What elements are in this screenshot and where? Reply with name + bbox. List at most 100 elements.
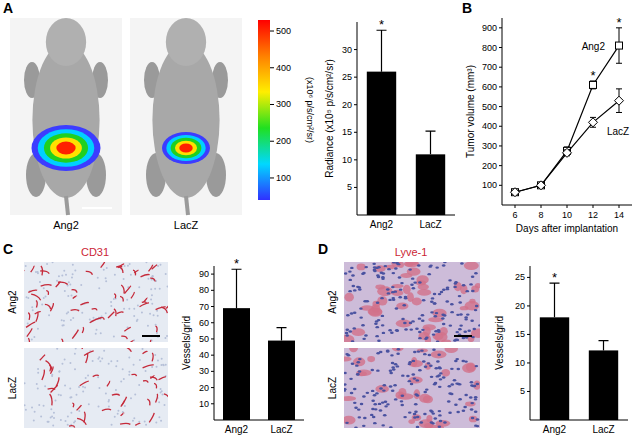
vessel — [426, 415, 432, 422]
nucleus — [410, 284, 414, 286]
x-tick-label: 6 — [512, 210, 517, 220]
nucleus — [58, 275, 60, 277]
nucleus — [464, 318, 468, 320]
vessel — [436, 420, 451, 427]
x-tick-label: Ang2 — [370, 219, 394, 230]
nucleus — [97, 376, 99, 378]
nucleus — [450, 383, 454, 385]
nucleus — [98, 287, 100, 289]
nucleus — [67, 424, 69, 426]
bar-chart: 51015202530Radiance (x10⁵ p/s/cm²/sr)Ang… — [324, 17, 455, 230]
nucleus — [391, 366, 395, 368]
vessel — [131, 374, 136, 376]
vessel — [120, 423, 130, 424]
annotation: * — [552, 270, 557, 285]
x-tick-label: LacZ — [270, 424, 292, 435]
signal — [50, 137, 82, 158]
colorbar-tick-label: 400 — [276, 63, 291, 73]
nucleus — [145, 424, 147, 426]
vessel — [40, 355, 45, 361]
nucleus — [56, 348, 58, 350]
nucleus — [31, 407, 33, 409]
nucleus — [363, 417, 367, 419]
nucleus — [123, 308, 125, 310]
scale-bar — [142, 335, 160, 337]
nucleus — [429, 365, 433, 367]
mouse-image — [130, 18, 242, 215]
nucleus — [61, 363, 63, 365]
nucleus — [100, 332, 102, 334]
vessel — [124, 327, 130, 331]
vessel — [409, 376, 423, 383]
vessel — [49, 365, 50, 371]
nucleus — [150, 288, 152, 290]
nucleus — [99, 360, 101, 362]
nucleus — [356, 373, 360, 375]
nucleus — [129, 263, 131, 265]
nucleus — [101, 358, 103, 360]
vessel — [344, 293, 353, 302]
nucleus — [159, 288, 161, 290]
nucleus — [469, 283, 473, 285]
signal — [179, 144, 192, 153]
nucleus — [43, 287, 45, 289]
nucleus — [417, 264, 421, 266]
nucleus — [450, 303, 454, 305]
vessel — [77, 405, 82, 410]
nucleus — [404, 328, 408, 330]
vessel — [465, 402, 476, 407]
nucleus — [150, 299, 152, 301]
nucleus — [456, 339, 460, 341]
nucleus — [381, 276, 385, 278]
nucleus — [63, 320, 65, 322]
nucleus — [476, 383, 480, 385]
nucleus — [138, 286, 140, 288]
mouse-image — [10, 18, 122, 215]
nucleus — [434, 417, 438, 419]
plot-marks — [367, 30, 445, 215]
marker — [512, 189, 519, 196]
nucleus — [105, 277, 107, 279]
nucleus — [398, 276, 402, 278]
nucleus — [413, 413, 417, 415]
nucleus — [344, 372, 347, 374]
nucleus — [392, 272, 396, 274]
nucleus — [439, 378, 443, 380]
nucleus — [357, 408, 361, 410]
nucleus — [162, 364, 164, 366]
nucleus — [418, 337, 422, 339]
nucleus — [389, 426, 393, 428]
error-bar — [277, 328, 287, 341]
nucleus — [443, 314, 447, 316]
nucleus — [421, 314, 425, 316]
y-tick — [527, 277, 530, 278]
nucleus — [438, 414, 442, 416]
nucleus — [460, 262, 464, 264]
y-tick-label: 10 — [515, 358, 525, 368]
nucleus — [347, 354, 351, 356]
vessel — [50, 394, 52, 405]
y-tick-label: 10 — [199, 399, 209, 409]
nucleus — [82, 386, 84, 388]
nucleus — [358, 416, 362, 418]
nucleus — [151, 276, 153, 278]
nucleus — [462, 410, 466, 412]
y-tick — [211, 322, 214, 323]
y-tick-label: 50 — [199, 334, 209, 344]
plot-marks — [511, 28, 624, 197]
plot-marks — [223, 269, 295, 420]
nucleus — [455, 331, 459, 333]
nucleus — [374, 322, 378, 324]
nucleus — [394, 398, 398, 400]
y-tick — [211, 274, 214, 275]
nucleus — [359, 307, 363, 309]
nucleus — [356, 361, 360, 363]
nucleus — [160, 420, 162, 422]
nucleus — [418, 317, 422, 319]
vessel — [154, 383, 157, 388]
nucleus — [155, 422, 157, 424]
vessel — [72, 290, 77, 293]
mouse-head — [46, 18, 86, 66]
y-tick-label: 500 — [482, 102, 497, 112]
vessel — [150, 278, 155, 281]
